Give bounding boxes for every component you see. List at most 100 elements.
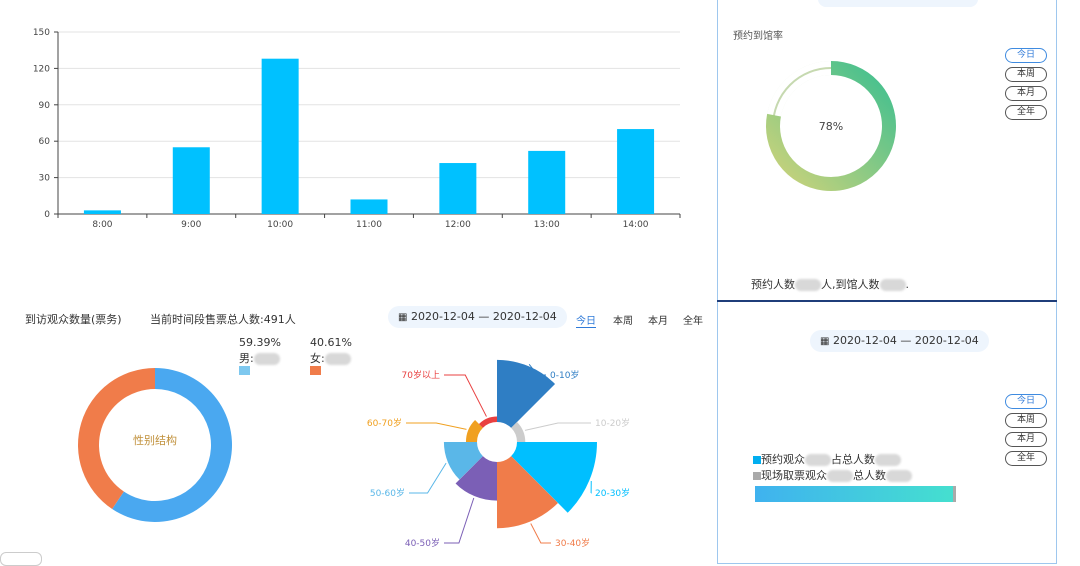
arrived-count-label: 人,到馆人数 xyxy=(821,278,880,291)
legend-reserved: 预约观众 占总人数 xyxy=(753,451,901,467)
y-tick-label: 60 xyxy=(39,137,51,147)
y-tick-label: 0 xyxy=(44,210,50,220)
legend-reserved-total-blurred xyxy=(875,454,901,466)
reservation-title: 预约到馆率 xyxy=(733,27,783,42)
female-label: 女: xyxy=(310,350,351,366)
age-rose-label: 70岁以上 xyxy=(402,369,440,381)
visitors-title: 到访观众数量(票务) xyxy=(25,311,122,327)
legend-onsite: 现场取票观众 总人数 xyxy=(753,467,912,483)
x-tick-label: 9:00 xyxy=(181,220,201,230)
bar xyxy=(173,147,210,214)
y-tick-label: 120 xyxy=(33,64,50,74)
tab-month[interactable]: 本月 xyxy=(648,312,668,327)
bar-chart-x-axis: 8:00 9:00 10:00 11:00 12:00 13:00 14:00 xyxy=(58,214,680,230)
legend-onsite-blurred xyxy=(827,470,853,482)
bar xyxy=(439,163,476,214)
female-count-blurred xyxy=(325,353,351,365)
x-tick-label: 13:00 xyxy=(534,220,560,230)
x-tick-label: 8:00 xyxy=(92,220,112,230)
x-tick-label: 11:00 xyxy=(356,220,382,230)
age-rose-slice xyxy=(497,360,555,428)
ticket-btn-today[interactable]: 今日 xyxy=(1005,394,1047,409)
age-rose-slices xyxy=(444,360,597,528)
x-tick-label: 10:00 xyxy=(267,220,293,230)
reservation-footer: 预约人数人,到馆人数. xyxy=(751,276,909,292)
age-label-leader xyxy=(525,423,591,430)
visitors-total: 当前时间段售票总人数:491人 xyxy=(150,311,296,327)
age-rose-label: 0-10岁 xyxy=(550,369,579,381)
reserved-count-label: 预约人数 xyxy=(751,278,795,291)
hourly-visitors-bar-chart: 0 30 60 90 120 150 8:00 9:00 10:00 11:00 12:00 13:… xyxy=(0,0,700,240)
age-rose-label: 60-70岁 xyxy=(367,417,402,429)
ticket-btn-week[interactable]: 本周 xyxy=(1005,413,1047,428)
calendar-icon: ▦ xyxy=(820,336,829,347)
age-label-leader xyxy=(406,423,466,429)
visitors-date-range[interactable]: ▦ 2020-12-04 — 2020-12-04 xyxy=(388,306,567,328)
legend-onsite-tail: 总人数 xyxy=(853,469,886,482)
legend-reserved-swatch xyxy=(753,456,761,464)
legend-reserved-blurred xyxy=(805,454,831,466)
tab-year[interactable]: 全年 xyxy=(683,312,703,327)
bar xyxy=(351,199,388,214)
age-label-leader xyxy=(444,375,486,417)
ticket-ratio-bar xyxy=(755,486,956,502)
male-legend-swatch xyxy=(239,366,250,375)
reservation-btn-today[interactable]: 今日 xyxy=(1005,48,1047,63)
age-label-leader xyxy=(531,523,551,543)
bar xyxy=(84,210,121,214)
y-tick-label: 30 xyxy=(39,174,51,184)
ticket-btn-month[interactable]: 本月 xyxy=(1005,432,1047,447)
legend-reserved-label: 预约观众 xyxy=(761,453,805,466)
arrival-rate-ring: 78% xyxy=(760,55,902,197)
age-rose-hole xyxy=(479,424,515,460)
age-rose-label: 40-50岁 xyxy=(405,537,440,549)
age-label-leader xyxy=(444,498,474,543)
female-percent: 40.61% xyxy=(310,336,352,349)
tab-today[interactable]: 今日 xyxy=(576,312,596,328)
y-tick-label: 150 xyxy=(33,28,50,38)
legend-onsite-label: 现场取票观众 xyxy=(761,469,827,482)
x-tick-label: 12:00 xyxy=(445,220,471,230)
gender-center-label: 性别结构 xyxy=(133,433,177,447)
arrived-count-blurred xyxy=(880,279,906,291)
x-tick-label: 14:00 xyxy=(623,220,649,230)
age-rose-label: 30-40岁 xyxy=(555,537,590,549)
bar-chart-grid xyxy=(58,32,680,214)
legend-onsite-swatch xyxy=(753,472,761,480)
reservation-panel: 预约到馆率 78% 今日 本周 本月 全年 预约人数人,到馆人数. xyxy=(717,0,1057,302)
visitors-date-range-text: 2020-12-04 — 2020-12-04 xyxy=(411,310,557,323)
bar xyxy=(528,151,565,214)
scroll-handle[interactable] xyxy=(0,552,42,566)
bar-chart-y-axis: 0 30 60 90 120 150 xyxy=(33,28,58,220)
age-label-leader xyxy=(409,463,446,493)
female-legend-swatch xyxy=(310,366,321,375)
gender-donut-chart: 性别结构 xyxy=(70,360,240,530)
male-count-blurred xyxy=(254,353,280,365)
bar xyxy=(262,59,299,214)
ticket-date-range[interactable]: ▦ 2020-12-04 — 2020-12-04 xyxy=(810,330,989,352)
tab-week[interactable]: 本周 xyxy=(613,312,633,327)
legend-reserved-tail: 占总人数 xyxy=(831,453,875,466)
ticket-panel: ▦ 2020-12-04 — 2020-12-04 今日 本周 本月 全年 预约… xyxy=(717,302,1057,564)
reservation-btn-year[interactable]: 全年 xyxy=(1005,105,1047,120)
ticket-ratio-onsite-segment xyxy=(953,486,956,502)
bar xyxy=(617,129,654,214)
age-rose-label: 10-20岁 xyxy=(595,417,630,429)
age-rose-chart: 0-10岁10-20岁20-30岁30-40岁40-50岁50-60岁60-70… xyxy=(350,350,650,555)
male-label-text: 男: xyxy=(239,352,254,365)
calendar-icon: ▦ xyxy=(398,312,407,323)
age-rose-label: 50-60岁 xyxy=(370,487,405,499)
y-tick-label: 90 xyxy=(39,101,51,111)
reservation-date-pill[interactable] xyxy=(818,0,978,7)
male-percent: 59.39% xyxy=(239,336,281,349)
male-label: 男: xyxy=(239,350,280,366)
ring-percent-label: 78% xyxy=(819,120,843,133)
legend-onsite-total-blurred xyxy=(886,470,912,482)
ticket-btn-year[interactable]: 全年 xyxy=(1005,451,1047,466)
ticket-date-range-text: 2020-12-04 — 2020-12-04 xyxy=(833,334,979,347)
female-label-text: 女: xyxy=(310,352,325,365)
bar-chart-bars xyxy=(84,59,654,214)
reservation-btn-month[interactable]: 本月 xyxy=(1005,86,1047,101)
reservation-btn-week[interactable]: 本周 xyxy=(1005,67,1047,82)
reserved-count-blurred xyxy=(795,279,821,291)
